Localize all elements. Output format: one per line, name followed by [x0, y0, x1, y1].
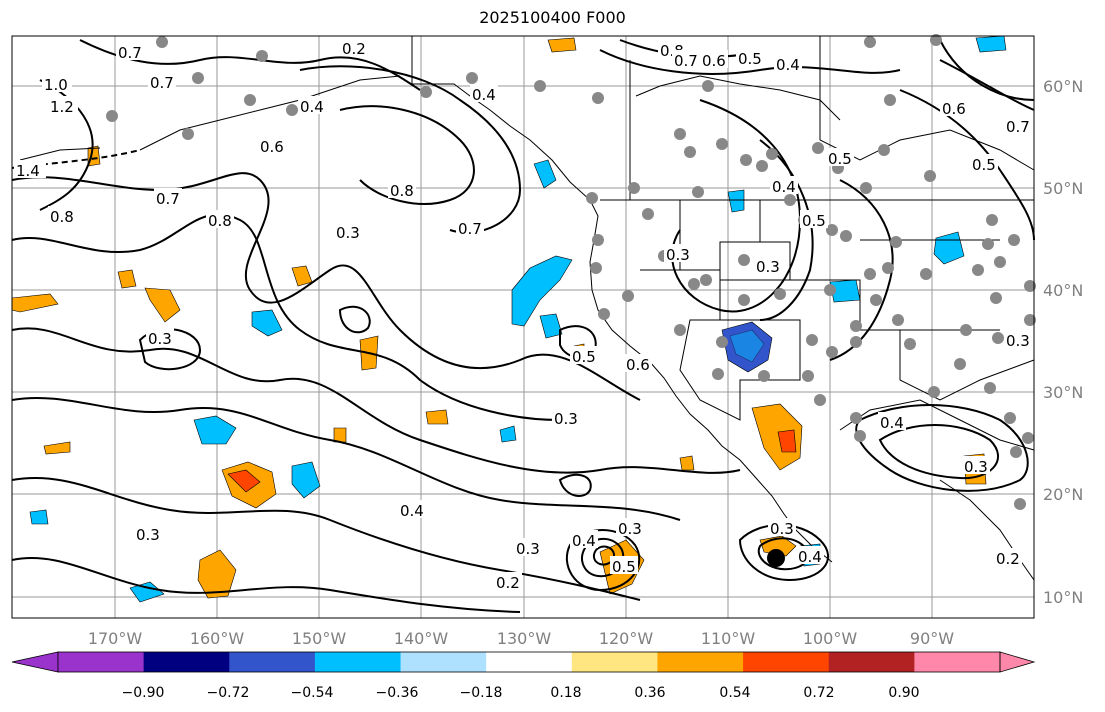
colorbar-segment — [657, 652, 744, 672]
contour-label: 0.6 — [260, 138, 284, 156]
station-dots — [106, 34, 1036, 510]
lat-tick-label: 20°N — [1043, 485, 1083, 504]
colorbar — [11, 651, 1036, 673]
contour-label: 0.7 — [156, 190, 180, 208]
contour-label: 0.3 — [516, 540, 540, 558]
colorbar-tick-label: 0.54 — [719, 685, 750, 701]
colorbar-segment — [743, 652, 830, 672]
colorbar-frame — [57, 651, 1001, 673]
contour-label: 0.8 — [208, 212, 232, 230]
colorbar-segment — [400, 652, 487, 672]
contour-label: 0.3 — [336, 224, 360, 242]
colorbar-segment — [229, 652, 316, 672]
contour-label: 0.4 — [880, 414, 904, 432]
contour-label: 0.8 — [50, 208, 74, 226]
colorbar-segment — [58, 652, 145, 672]
shaded-regions — [11, 35, 1007, 603]
contour-label: 0.5 — [738, 50, 762, 68]
colorbar-extend-low — [11, 651, 59, 673]
contour-labels: 1.0 1.2 1.4 0.7 0.8 0.4 0.6 0.8 0.2 0.4 … — [14, 38, 1032, 592]
colorbar-tick-label: 0.18 — [550, 685, 581, 701]
contour-label: 0.7 — [1006, 118, 1030, 136]
colorbar-ticks: −0.90 −0.72 −0.54 −0.36 −0.18 0.18 0.36 … — [122, 685, 920, 701]
colorbar-tick-label: −0.36 — [376, 685, 419, 701]
contour-label: 0.4 — [400, 502, 424, 520]
contour-label: 1.2 — [50, 98, 74, 116]
map-title: 2025100400 F000 — [479, 8, 626, 27]
contour-label: 0.6 — [702, 52, 726, 70]
contour-label: 0.2 — [496, 574, 520, 592]
plot-area — [12, 36, 1034, 618]
lon-tick-label: 170°W — [88, 629, 143, 648]
contour-label: 0.5 — [828, 150, 852, 168]
colorbar-segment — [314, 652, 402, 672]
colorbar-tick-label: 0.72 — [803, 685, 834, 701]
lat-tick-label: 50°N — [1043, 179, 1083, 198]
contour-label: 0.7 — [150, 74, 174, 92]
contour-label: 0.3 — [148, 330, 172, 348]
colorbar-tick-label: 0.36 — [634, 685, 665, 701]
contour-label: 1.0 — [44, 76, 68, 94]
contour-label: 0.2 — [342, 40, 366, 58]
contour-label: 0.5 — [612, 558, 636, 576]
lon-tick-label: 160°W — [190, 629, 245, 648]
colorbar-segment — [486, 652, 573, 672]
colorbar-segment — [828, 652, 915, 672]
contour-label: 0.3 — [770, 520, 794, 538]
colorbar-segment — [571, 652, 658, 672]
contour-label: 0.5 — [972, 156, 996, 174]
lon-tick-label: 110°W — [701, 629, 756, 648]
contour-label: 0.7 — [458, 220, 482, 238]
lat-tick-label: 10°N — [1043, 588, 1083, 607]
colorbar-tick-label: −0.90 — [122, 685, 165, 701]
plot-frame — [11, 35, 1035, 619]
contour-label: 0.4 — [798, 548, 822, 566]
colorbar-tick-label: −0.54 — [291, 685, 334, 701]
contour-label: 0.5 — [802, 212, 826, 230]
contour-label: 0.5 — [572, 348, 596, 366]
longitude-ticks: 170°W 160°W 150°W 140°W 130°W 120°W 110°… — [88, 629, 954, 648]
contour-label: 0.3 — [1006, 332, 1030, 350]
lat-tick-label: 60°N — [1043, 77, 1083, 96]
contour-label: 0.4 — [300, 98, 324, 116]
contour-label: 0.3 — [618, 520, 642, 538]
colorbar-tick-label: −0.18 — [460, 685, 503, 701]
colorbar-tick-label: −0.72 — [207, 685, 250, 701]
contour-label: 0.4 — [572, 532, 596, 550]
contour-label: 0.7 — [118, 44, 142, 62]
contour-label: 0.6 — [626, 356, 650, 374]
lat-tick-label: 40°N — [1043, 281, 1083, 300]
contour-label: 0.7 — [674, 52, 698, 70]
lon-tick-label: 120°W — [599, 629, 654, 648]
lon-tick-label: 100°W — [803, 629, 858, 648]
colorbar-extend-high — [999, 651, 1036, 673]
contour-label: 0.4 — [472, 86, 496, 104]
contour-label: 0.3 — [136, 526, 160, 544]
contour-label: 0.2 — [996, 550, 1020, 568]
lon-tick-label: 140°W — [394, 629, 449, 648]
contour-label: 0.3 — [756, 258, 780, 276]
contour-label: 1.4 — [16, 162, 40, 180]
contour-label: 0.3 — [666, 246, 690, 264]
storm-center-dot — [767, 549, 785, 567]
latitude-ticks: 60°N 50°N 40°N 30°N 20°N 10°N — [1043, 77, 1083, 607]
lat-tick-label: 30°N — [1043, 383, 1083, 402]
lon-tick-label: 90°W — [910, 629, 954, 648]
contour-label: 0.3 — [554, 410, 578, 428]
colorbar-segment — [143, 652, 230, 672]
contour-label: 0.3 — [964, 458, 988, 476]
contour-label: 0.4 — [776, 56, 800, 74]
contour-label: 0.4 — [772, 178, 796, 196]
lon-tick-label: 130°W — [497, 629, 552, 648]
colorbar-tick-label: 0.90 — [888, 685, 919, 701]
contour-label: 0.8 — [390, 182, 414, 200]
lon-tick-label: 150°W — [292, 629, 347, 648]
colorbar-segment — [914, 652, 1001, 672]
contour-label: 0.6 — [942, 100, 966, 118]
